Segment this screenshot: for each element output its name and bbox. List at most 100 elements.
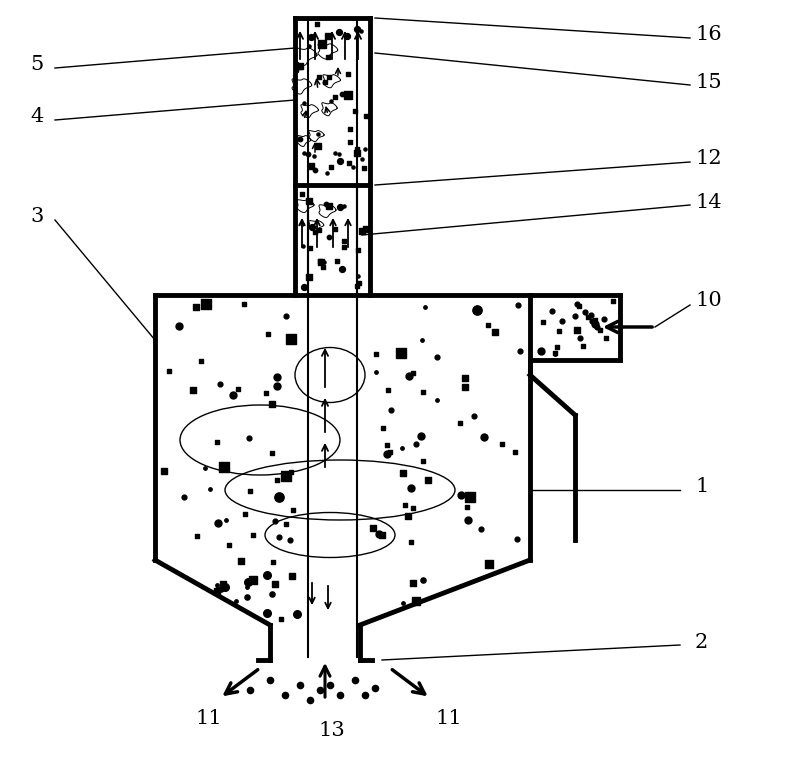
Point xyxy=(410,595,422,607)
Point xyxy=(405,482,418,494)
Point xyxy=(246,575,259,587)
Point xyxy=(458,372,471,384)
Point xyxy=(304,242,317,254)
Point xyxy=(178,490,191,502)
Point xyxy=(377,422,390,434)
Point xyxy=(358,161,370,174)
Point xyxy=(569,310,582,322)
Point xyxy=(584,309,597,321)
Point xyxy=(570,298,583,310)
Point xyxy=(286,505,299,517)
Point xyxy=(399,499,412,511)
Point xyxy=(296,188,309,200)
Point xyxy=(606,295,619,307)
Text: 5: 5 xyxy=(30,56,43,75)
Point xyxy=(397,466,410,479)
Point xyxy=(162,365,175,377)
Point xyxy=(548,349,561,361)
Point xyxy=(295,218,308,230)
Point xyxy=(194,355,207,367)
Point xyxy=(262,328,275,340)
Point xyxy=(214,378,226,390)
Point xyxy=(370,366,382,378)
Point xyxy=(534,345,547,357)
Point xyxy=(430,394,443,406)
Point xyxy=(243,684,256,696)
Point xyxy=(270,380,283,392)
Point xyxy=(551,340,564,352)
Point xyxy=(302,148,314,160)
Point xyxy=(510,533,523,545)
Point xyxy=(284,466,297,478)
Point xyxy=(260,569,273,581)
Point xyxy=(334,689,346,701)
Point xyxy=(405,536,418,548)
Point xyxy=(266,398,278,410)
Point xyxy=(570,324,583,336)
Point xyxy=(222,539,235,551)
Point xyxy=(319,76,332,88)
Point xyxy=(589,314,602,326)
Text: 14: 14 xyxy=(695,193,722,212)
Point xyxy=(337,200,350,212)
Point xyxy=(328,222,341,234)
Point xyxy=(313,71,326,83)
Point xyxy=(594,324,606,336)
Point xyxy=(478,431,490,444)
Point xyxy=(394,347,407,359)
Point xyxy=(461,501,474,514)
Point xyxy=(280,470,293,482)
Point xyxy=(338,241,350,253)
Point xyxy=(401,511,414,523)
Point xyxy=(334,201,346,213)
Text: 12: 12 xyxy=(695,148,722,167)
Point xyxy=(218,581,231,593)
Text: 1: 1 xyxy=(695,477,708,496)
Point xyxy=(334,155,346,167)
Point xyxy=(354,24,367,37)
Point xyxy=(336,263,349,275)
Point xyxy=(323,679,337,691)
Point xyxy=(489,326,502,339)
Point xyxy=(242,576,254,588)
Point xyxy=(346,161,359,173)
Point xyxy=(355,224,368,237)
Point xyxy=(376,528,389,540)
Point xyxy=(284,534,297,546)
Point xyxy=(320,167,333,179)
Point xyxy=(343,135,356,148)
Point xyxy=(331,256,344,268)
Point xyxy=(369,682,382,694)
Point xyxy=(367,522,380,534)
Point xyxy=(511,298,524,310)
Point xyxy=(230,595,242,607)
Point xyxy=(280,518,293,530)
Text: 13: 13 xyxy=(318,721,345,740)
Point xyxy=(549,347,562,359)
Point xyxy=(422,474,434,486)
Point xyxy=(211,517,224,529)
Point xyxy=(172,320,185,332)
Point xyxy=(410,438,422,450)
Point xyxy=(246,529,259,541)
Point xyxy=(342,68,354,81)
Point xyxy=(294,60,306,72)
Point xyxy=(338,234,350,247)
Point xyxy=(304,694,317,706)
Point xyxy=(430,351,443,363)
Point xyxy=(350,23,363,35)
Point xyxy=(298,282,310,294)
Point xyxy=(211,584,224,597)
Point xyxy=(272,491,285,503)
Point xyxy=(278,468,291,480)
Point xyxy=(358,143,371,155)
Point xyxy=(599,332,612,344)
Point xyxy=(349,674,362,686)
Point xyxy=(266,587,278,600)
Point xyxy=(267,556,280,568)
Point xyxy=(396,441,409,454)
Point xyxy=(459,380,472,393)
Point xyxy=(310,18,323,30)
Point xyxy=(352,244,365,256)
Point xyxy=(474,523,487,535)
